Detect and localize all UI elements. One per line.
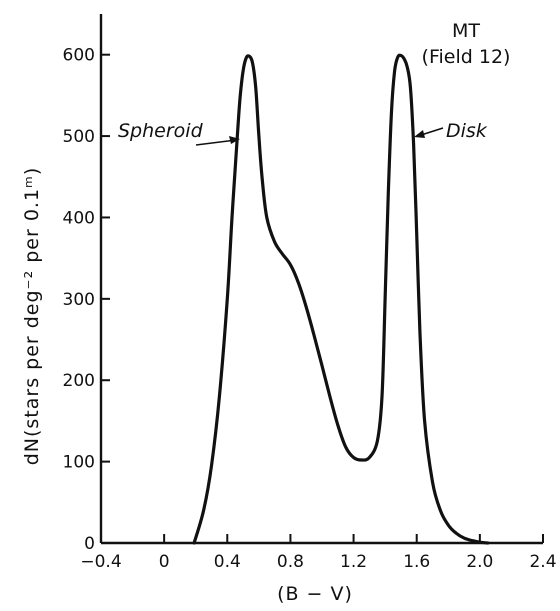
disk-arrow	[414, 127, 444, 138]
x-tick-label: 0	[159, 552, 170, 572]
x-tick-label: −0.4	[80, 552, 121, 572]
y-tick-label: 0	[84, 534, 95, 554]
x-tick-label: 2.0	[466, 552, 493, 572]
spheroid-label: Spheroid	[118, 120, 204, 142]
disk-label: Disk	[446, 120, 488, 142]
y-tick-label: 500	[63, 127, 95, 147]
y-tick-label: 400	[63, 208, 95, 228]
x-tick-label: 1.2	[340, 552, 367, 572]
x-tick-label: 2.4	[529, 552, 556, 572]
y-axis-title: dN(stars per deg⁻² per 0.1ᵐ)	[21, 167, 43, 466]
y-tick-label: 200	[63, 371, 95, 391]
field-label-line1: MT	[452, 20, 480, 42]
x-ticks: −0.4 0 0.4 0.8 1.2 1.6 2.0 2.4	[80, 534, 557, 572]
axes	[99, 14, 543, 545]
x-axis-title: (B − V)	[277, 583, 353, 605]
x-tick-label: 1.6	[403, 552, 430, 572]
distribution-curve	[192, 53, 490, 545]
x-tick-label: 0.8	[277, 552, 304, 572]
y-ticks: 0 100 200 300 400 500 600	[63, 46, 110, 554]
y-tick-label: 100	[63, 453, 95, 473]
spheroid-arrow	[195, 136, 240, 146]
y-tick-label: 300	[63, 290, 95, 310]
y-tick-label: 600	[63, 46, 95, 66]
x-tick-label: 0.4	[214, 552, 241, 572]
field-label-line2: (Field 12)	[422, 46, 511, 68]
